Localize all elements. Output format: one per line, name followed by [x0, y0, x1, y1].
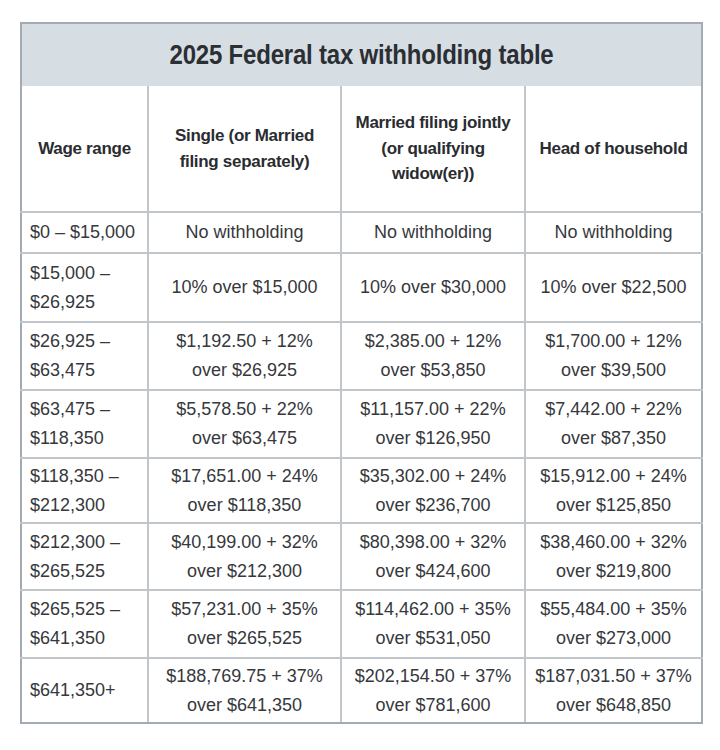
single-cell: $57,231.00 + 35% over $265,525	[148, 590, 341, 658]
single-cell: $188,769.75 + 37% over $641,350	[148, 658, 341, 723]
single-cell: $17,651.00 + 24% over $118,350	[148, 458, 341, 523]
table-row: $15,000 – $26,925 10% over $15,000 10% o…	[21, 253, 702, 322]
hoh-cell: $38,460.00 + 32% over $219,800	[525, 523, 702, 590]
single-cell: $5,578.50 + 22% over $63,475	[148, 390, 341, 458]
married-cell: 10% over $30,000	[341, 253, 525, 322]
wage-range-cell: $0 – $15,000	[21, 212, 148, 253]
col-header-wage-range: Wage range	[21, 86, 148, 212]
table-row: $265,525 – $641,350 $57,231.00 + 35% ove…	[21, 590, 702, 658]
table-row: $63,475 – $118,350 $5,578.50 + 22% over …	[21, 390, 702, 458]
single-cell: No withholding	[148, 212, 341, 253]
tax-table-container: 2025 Federal tax withholding table Wage …	[20, 22, 701, 724]
wage-range-cell: $265,525 – $641,350	[21, 590, 148, 658]
wage-range-cell: $63,475 – $118,350	[21, 390, 148, 458]
table-title-cell: 2025 Federal tax withholding table	[21, 23, 702, 86]
wage-range-cell: $15,000 – $26,925	[21, 253, 148, 322]
table-row: $26,925 – $63,475 $1,192.50 + 12% over $…	[21, 322, 702, 390]
single-cell: 10% over $15,000	[148, 253, 341, 322]
table-row: $118,350 – $212,300 $17,651.00 + 24% ove…	[21, 458, 702, 523]
married-cell: $35,302.00 + 24% over $236,700	[341, 458, 525, 523]
table-row: $641,350+ $188,769.75 + 37% over $641,35…	[21, 658, 702, 723]
married-cell: $2,385.00 + 12% over $53,850	[341, 322, 525, 390]
col-header-single: Single (or Married filing separately)	[148, 86, 341, 212]
wage-range-cell: $118,350 – $212,300	[21, 458, 148, 523]
single-cell: $1,192.50 + 12% over $26,925	[148, 322, 341, 390]
hoh-cell: $187,031.50 + 37% over $648,850	[525, 658, 702, 723]
married-cell: $11,157.00 + 22% over $126,950	[341, 390, 525, 458]
hoh-cell: $15,912.00 + 24% over $125,850	[525, 458, 702, 523]
table-title: 2025 Federal tax withholding table	[170, 33, 554, 78]
hoh-cell: $7,442.00 + 22% over $87,350	[525, 390, 702, 458]
single-cell: $40,199.00 + 32% over $212,300	[148, 523, 341, 590]
hoh-cell: $55,484.00 + 35% over $273,000	[525, 590, 702, 658]
married-cell: No withholding	[341, 212, 525, 253]
tax-withholding-table: 2025 Federal tax withholding table Wage …	[20, 22, 703, 724]
col-header-head-of-household: Head of household	[525, 86, 702, 212]
hoh-cell: No withholding	[525, 212, 702, 253]
hoh-cell: $1,700.00 + 12% over $39,500	[525, 322, 702, 390]
hoh-cell: 10% over $22,500	[525, 253, 702, 322]
wage-range-cell: $212,300 – $265,525	[21, 523, 148, 590]
table-row: $0 – $15,000 No withholding No withholdi…	[21, 212, 702, 253]
table-row: $212,300 – $265,525 $40,199.00 + 32% ove…	[21, 523, 702, 590]
wage-range-cell: $26,925 – $63,475	[21, 322, 148, 390]
married-cell: $114,462.00 + 35% over $531,050	[341, 590, 525, 658]
wage-range-cell: $641,350+	[21, 658, 148, 723]
married-cell: $80,398.00 + 32% over $424,600	[341, 523, 525, 590]
col-header-married-jointly: Married filing jointly (or qualifying wi…	[341, 86, 525, 212]
married-cell: $202,154.50 + 37% over $781,600	[341, 658, 525, 723]
